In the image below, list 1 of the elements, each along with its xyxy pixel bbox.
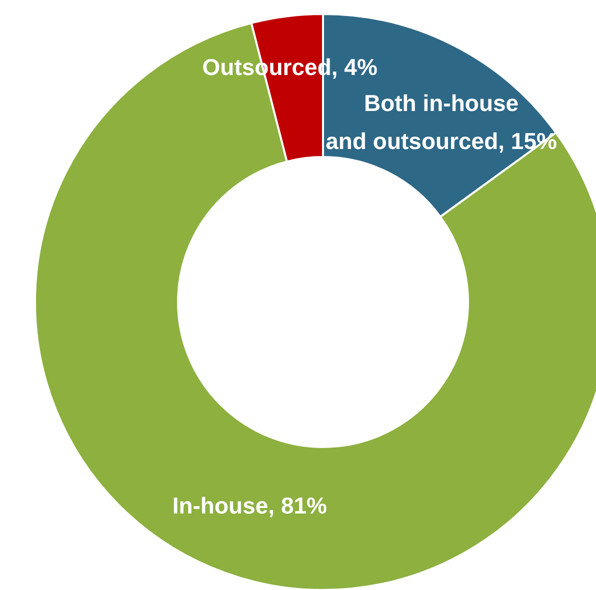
slice-label: In-house, 81% <box>172 492 327 519</box>
